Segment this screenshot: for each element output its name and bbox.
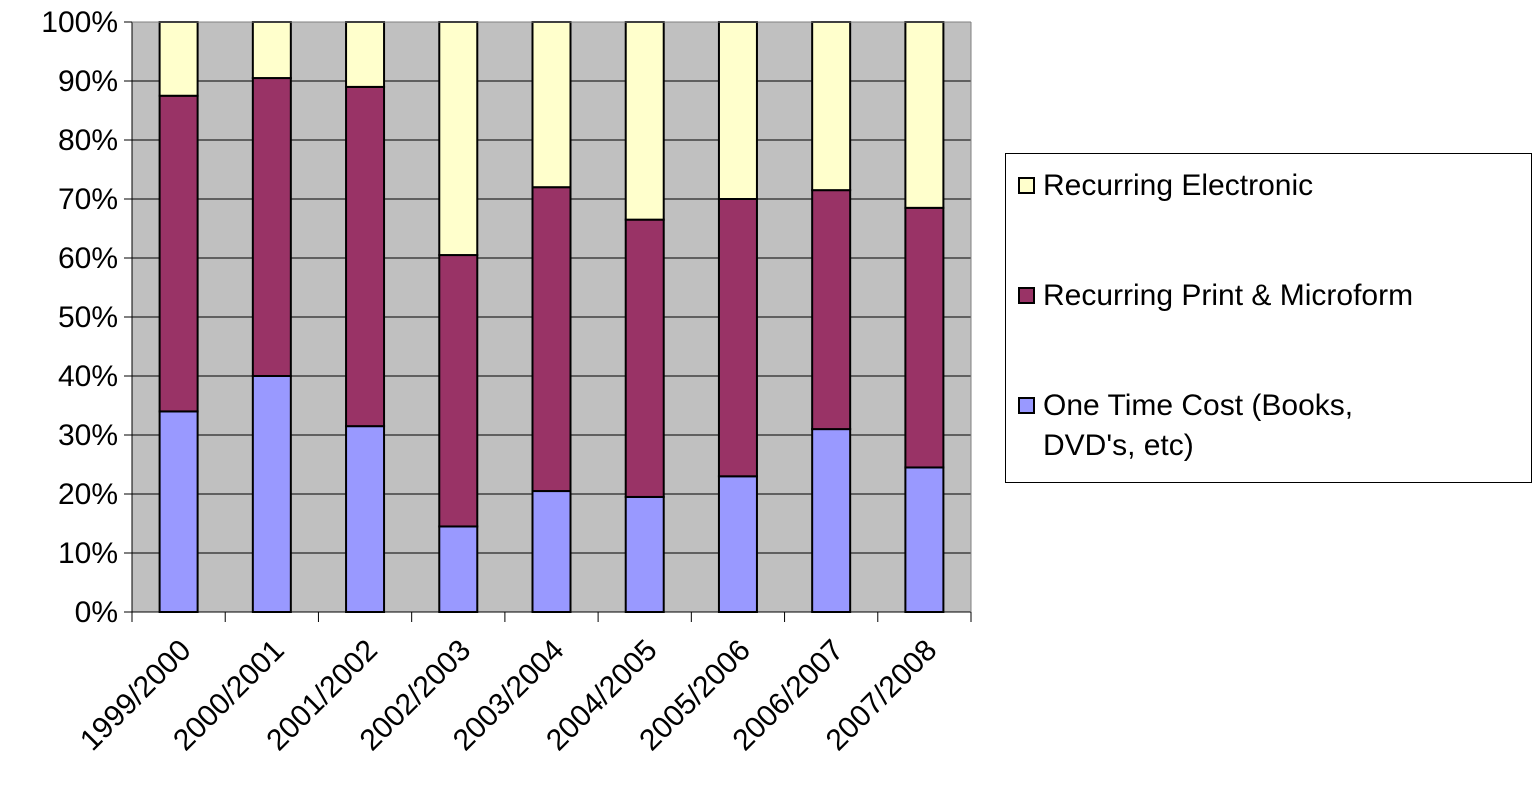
- bar-recurring-electronic: [438, 21, 479, 257]
- y-tick-label: 50%: [58, 301, 118, 334]
- y-tick-label: 100%: [41, 6, 118, 39]
- x-tick-labels: 1999/20002000/20012001/20022002/20032003…: [74, 634, 943, 758]
- bar-recurring-print-microform: [811, 189, 852, 431]
- y-tick-label: 80%: [58, 124, 118, 157]
- bar-one-time-cost: [624, 495, 665, 614]
- bar-one-time-cost: [345, 425, 386, 613]
- bar-one-time-cost: [717, 475, 758, 613]
- legend-swatch-recurring-print-microform: [1018, 287, 1035, 304]
- bar-one-time-cost: [904, 466, 945, 614]
- bar-recurring-print-microform: [717, 198, 758, 478]
- bar-recurring-electronic: [624, 21, 665, 221]
- bar-one-time-cost: [251, 375, 292, 613]
- bar-recurring-print-microform: [531, 186, 572, 493]
- legend-item-one-time-cost: One Time Cost (Books, DVD's, etc): [1018, 386, 1513, 466]
- bar-one-time-cost: [531, 490, 572, 613]
- bar-recurring-print-microform: [345, 85, 386, 428]
- bar-recurring-electronic: [904, 21, 945, 209]
- y-tick-label: 70%: [58, 183, 118, 216]
- y-tick-label: 10%: [58, 537, 118, 570]
- bar-recurring-electronic: [717, 21, 758, 200]
- legend-item-recurring-print-microform: Recurring Print & Microform: [1018, 276, 1513, 316]
- legend-label-recurring-print-microform: Recurring Print & Microform: [1043, 279, 1414, 312]
- y-tick-label: 0%: [75, 596, 118, 629]
- y-tick-label: 20%: [58, 478, 118, 511]
- bar-recurring-electronic: [345, 21, 386, 88]
- bars: [158, 21, 945, 614]
- y-tick-label: 40%: [58, 360, 118, 393]
- legend-item-recurring-electronic: Recurring Electronic: [1018, 166, 1513, 206]
- legend: Recurring Electronic Recurring Print & M…: [1005, 153, 1532, 483]
- bar-recurring-print-microform: [624, 218, 665, 498]
- y-tick-labels: 0% 10% 20% 30% 40% 50% 60% 70% 80% 90% 100%: [41, 6, 118, 629]
- legend-label-recurring-electronic: Recurring Electronic: [1043, 169, 1314, 202]
- y-tick-label: 30%: [58, 419, 118, 452]
- bar-recurring-print-microform: [438, 254, 479, 528]
- bar-one-time-cost: [811, 428, 852, 613]
- legend-swatch-one-time-cost: [1018, 397, 1035, 414]
- bar-recurring-print-microform: [904, 206, 945, 469]
- bar-one-time-cost: [438, 525, 479, 614]
- bar-recurring-electronic: [531, 21, 572, 189]
- bar-recurring-print-microform: [251, 77, 292, 378]
- bar-one-time-cost: [158, 410, 199, 613]
- bar-recurring-electronic: [251, 21, 292, 80]
- bar-recurring-electronic: [811, 21, 852, 192]
- legend-label-one-time-cost: One Time Cost (Books, DVD's, etc): [1043, 389, 1354, 462]
- legend-swatch-recurring-electronic: [1018, 177, 1035, 194]
- bar-recurring-electronic: [158, 21, 199, 97]
- y-tick-label: 60%: [58, 242, 118, 275]
- axes: [124, 21, 972, 622]
- y-tick-label: 90%: [58, 65, 118, 98]
- bar-recurring-print-microform: [158, 94, 199, 413]
